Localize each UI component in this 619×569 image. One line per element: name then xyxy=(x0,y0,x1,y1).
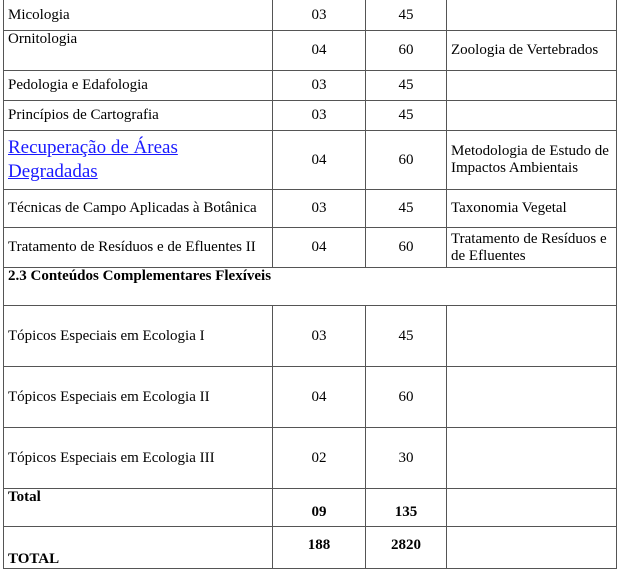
hours: 60 xyxy=(365,227,447,268)
total-row: Total 09 135 xyxy=(3,488,617,527)
credits: 03 xyxy=(272,189,366,228)
prerequisite xyxy=(446,100,617,131)
course-name: Tópicos Especiais em Ecologia III xyxy=(3,427,273,489)
grand-total-hours: 2820 xyxy=(365,526,447,569)
prerequisite xyxy=(446,366,617,428)
credits: 02 xyxy=(272,427,366,489)
course-name: Princípios de Cartografia xyxy=(3,100,273,131)
table-row: Tópicos Especiais em Ecologia I 03 45 xyxy=(3,305,617,367)
table-row: Micologia 03 45 xyxy=(3,0,617,31)
credits: 04 xyxy=(272,130,366,190)
course-name: Pedologia e Edafologia xyxy=(3,70,273,101)
credits: 04 xyxy=(272,30,366,71)
course-name: Ornitologia xyxy=(3,30,273,71)
course-name: Tópicos Especiais em Ecologia I xyxy=(3,305,273,367)
total-hours: 135 xyxy=(365,488,447,527)
course-name: Técnicas de Campo Aplicadas à Botânica xyxy=(3,189,273,228)
table-row: Recuperação de Áreas Degradadas 04 60 Me… xyxy=(3,130,617,190)
course-name: Tratamento de Resíduos e de Efluentes II xyxy=(3,227,273,268)
credits: 04 xyxy=(272,227,366,268)
prerequisite xyxy=(446,427,617,489)
prerequisite xyxy=(446,70,617,101)
hours: 45 xyxy=(365,100,447,131)
table-row: Técnicas de Campo Aplicadas à Botânica 0… xyxy=(3,189,617,228)
hours: 45 xyxy=(365,70,447,101)
course-name: Tópicos Especiais em Ecologia II xyxy=(3,366,273,428)
credits: 03 xyxy=(272,70,366,101)
total-label: Total xyxy=(3,488,273,527)
table-row: Princípios de Cartografia 03 45 xyxy=(3,100,617,131)
grand-total-credits: 188 xyxy=(272,526,366,569)
empty-cell xyxy=(446,526,617,569)
empty-cell xyxy=(446,488,617,527)
prerequisite: Tratamento de Resíduos e de Efluentes xyxy=(446,227,617,268)
hours: 45 xyxy=(365,305,447,367)
table-row: Ornitologia 04 60 Zoologia de Vertebrado… xyxy=(3,30,617,71)
section-row: 2.3 Conteúdos Complementares Flexíveis xyxy=(3,267,617,306)
course-link[interactable]: Recuperação de Áreas Degradadas xyxy=(8,137,178,182)
prerequisite: Zoologia de Vertebrados xyxy=(446,30,617,71)
course-name: Micologia xyxy=(3,0,273,31)
hours: 60 xyxy=(365,130,447,190)
section-heading: 2.3 Conteúdos Complementares Flexíveis xyxy=(3,267,617,306)
prerequisite: Taxonomia Vegetal xyxy=(446,189,617,228)
curriculum-table: Micologia 03 45 Ornitologia 04 60 Zoolog… xyxy=(3,0,617,569)
hours: 30 xyxy=(365,427,447,489)
prerequisite xyxy=(446,0,617,31)
hours: 45 xyxy=(365,0,447,31)
credits: 03 xyxy=(272,305,366,367)
table-row: Tópicos Especiais em Ecologia II 04 60 xyxy=(3,366,617,428)
hours: 60 xyxy=(365,30,447,71)
prerequisite: Metodologia de Estudo de Impactos Ambien… xyxy=(446,130,617,190)
total-credits: 09 xyxy=(272,488,366,527)
grand-total-row: TOTAL 188 2820 xyxy=(3,526,617,569)
table-row: Tratamento de Resíduos e de Efluentes II… xyxy=(3,227,617,268)
credits: 04 xyxy=(272,366,366,428)
grand-total-label: TOTAL xyxy=(3,526,273,569)
hours: 45 xyxy=(365,189,447,228)
table-row: Pedologia e Edafologia 03 45 xyxy=(3,70,617,101)
table-row: Tópicos Especiais em Ecologia III 02 30 xyxy=(3,427,617,489)
credits: 03 xyxy=(272,100,366,131)
hours: 60 xyxy=(365,366,447,428)
credits: 03 xyxy=(272,0,366,31)
prerequisite xyxy=(446,305,617,367)
